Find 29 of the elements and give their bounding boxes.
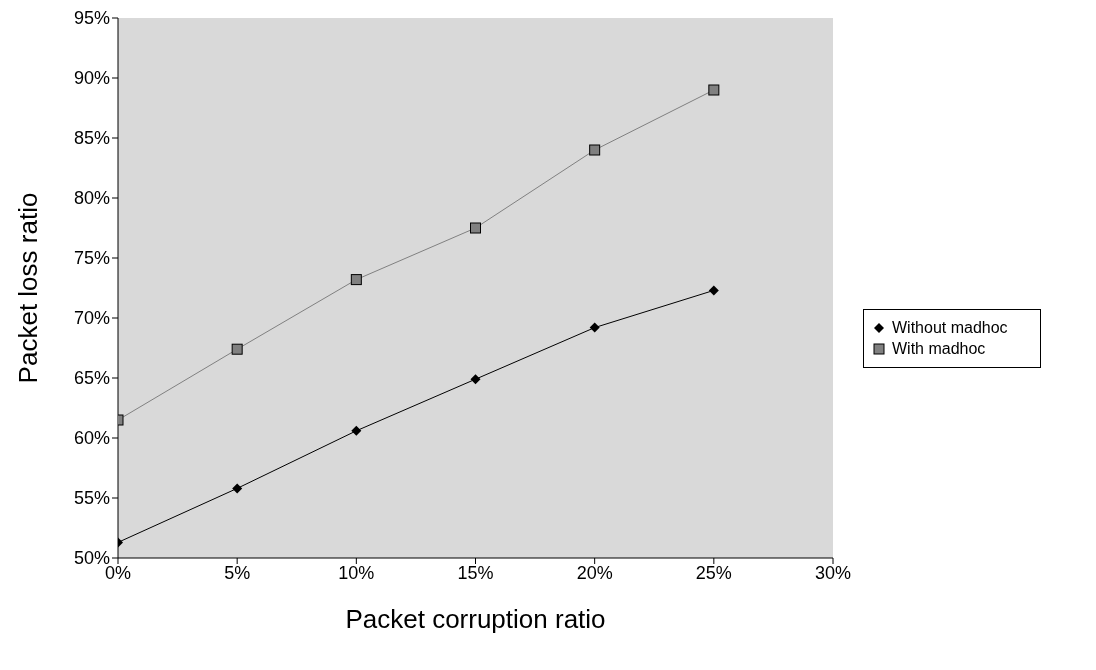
point [350, 274, 362, 286]
point [470, 222, 481, 234]
point [708, 84, 720, 96]
y-tick-label: 60% [73, 428, 110, 449]
point [351, 425, 362, 436]
x-tick-label: 10% [338, 562, 375, 583]
x-tick-label: 15% [457, 562, 494, 583]
point [232, 483, 243, 494]
legend-label: With madhoc [892, 339, 986, 358]
x-tick-label: 20% [576, 562, 613, 583]
point [470, 374, 481, 385]
x-axis-title: Packet corruption ratio [345, 604, 606, 634]
point [708, 285, 719, 296]
y-tick-label: 90% [73, 68, 110, 89]
y-tick-label: 55% [73, 488, 110, 509]
legend-label: Without madhoc [892, 318, 1008, 337]
y-tick-label: 85% [73, 128, 110, 149]
point [231, 343, 243, 355]
y-tick-label: 70% [73, 308, 110, 329]
y-tick-label: 75% [73, 248, 110, 269]
y-tick-label: 65% [73, 368, 110, 389]
point [589, 144, 601, 156]
y-axis-title: Packet loss ratio [13, 192, 44, 384]
y-tick-label: 95% [73, 8, 110, 29]
x-tick-label: 25% [695, 562, 732, 583]
y-tick-label: 80% [73, 188, 110, 209]
point [589, 322, 600, 333]
x-tick-label: 5% [224, 562, 251, 583]
x-tick-label: 30% [814, 562, 852, 583]
